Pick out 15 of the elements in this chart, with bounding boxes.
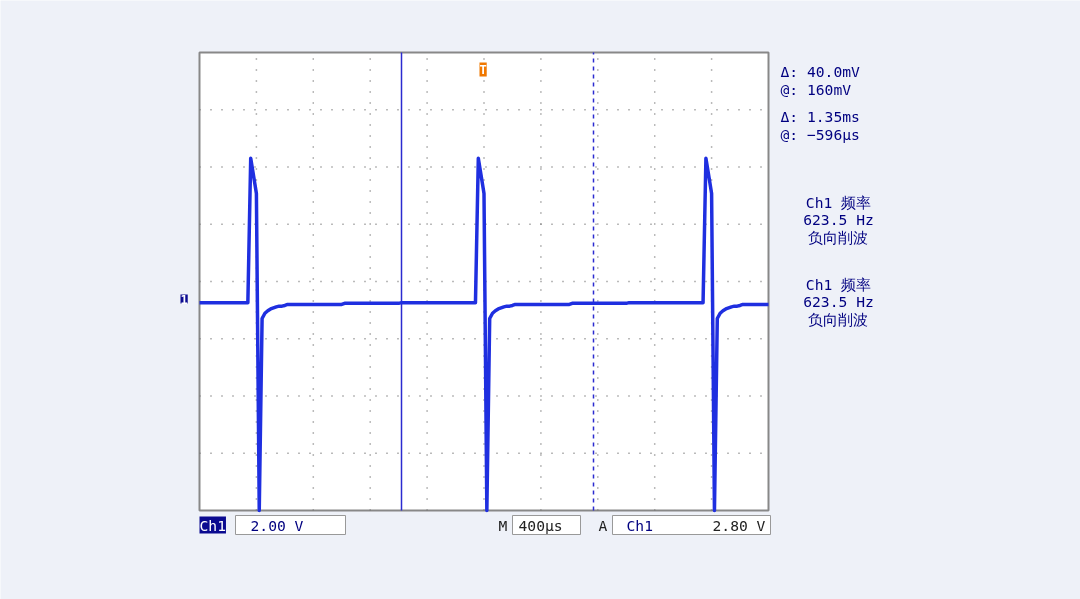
text: Ch1 频率 623.5 Hz 负向削波 [803,193,874,247]
text: 2.00 V [250,516,304,534]
text: 1 [180,292,188,307]
text: Δ: 40.0mV [780,62,861,80]
text: @: −596µs [780,125,860,143]
text: Ch1 [199,516,226,534]
text: 400µs [518,516,563,534]
text: Ch1 频率 623.5 Hz 负向削波 [803,275,874,329]
text: Ch1 [626,516,653,534]
text: M [498,516,508,534]
text: A [598,516,608,534]
text: T [479,62,487,77]
text: Δ: 1.35ms [780,107,860,125]
text: @: 160mV [780,80,852,98]
text: 2.80 V [712,516,766,534]
